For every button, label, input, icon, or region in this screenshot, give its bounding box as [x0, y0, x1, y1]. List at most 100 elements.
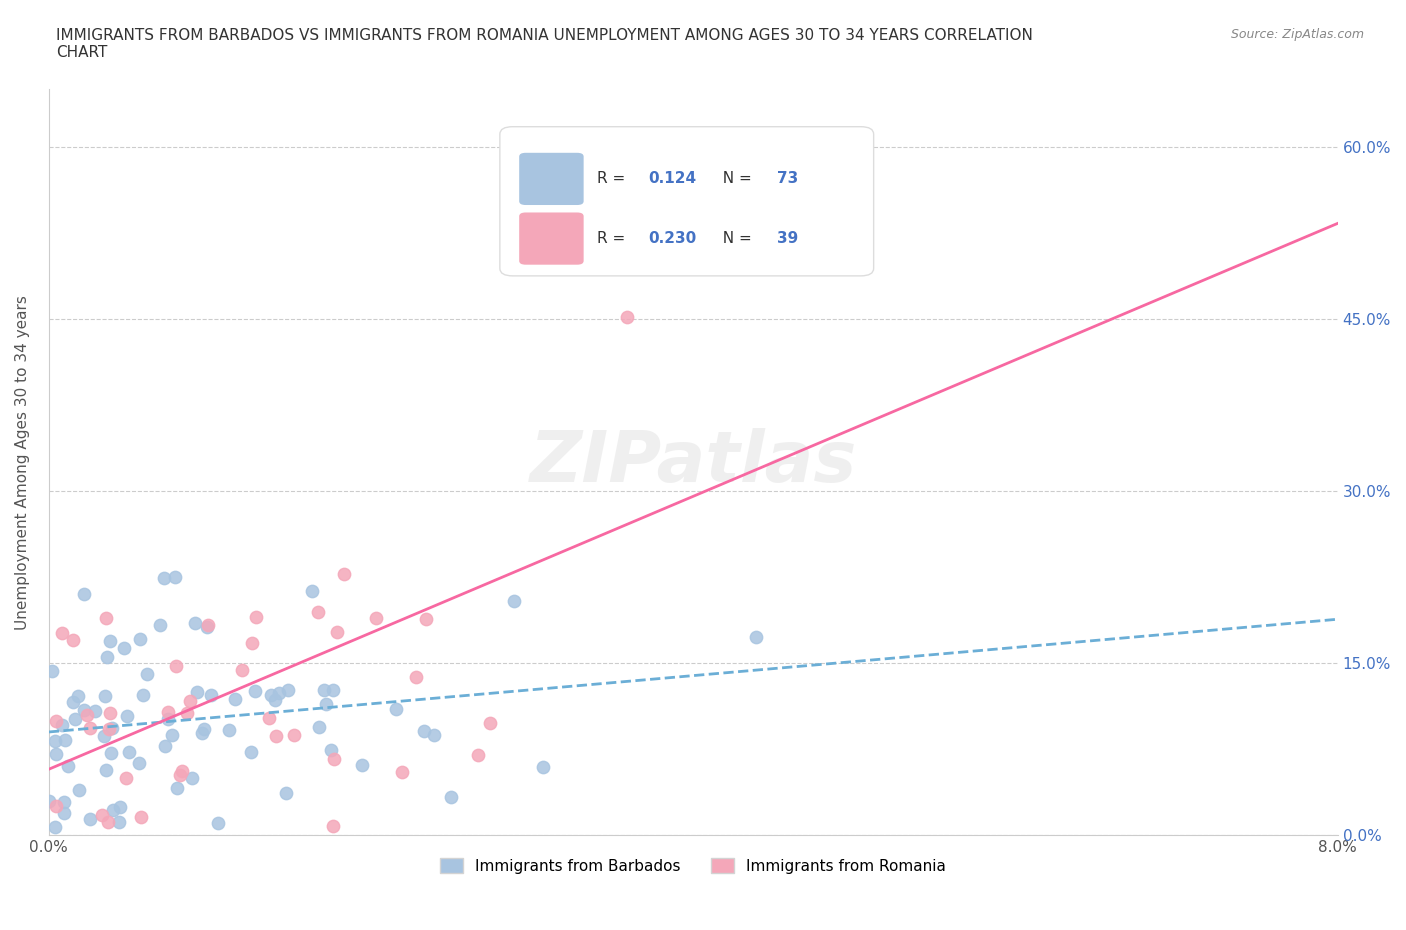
Point — [323, 751, 346, 766]
Point — [240, 635, 263, 650]
Point — [79, 812, 101, 827]
Point — [129, 809, 152, 824]
Point — [283, 727, 305, 742]
Point — [45, 798, 67, 813]
Point — [153, 570, 176, 585]
Point — [326, 624, 349, 639]
Point — [115, 770, 138, 785]
Point — [73, 587, 96, 602]
Point — [100, 746, 122, 761]
Point — [98, 706, 121, 721]
Point — [179, 693, 201, 708]
Point — [181, 771, 204, 786]
Point — [197, 618, 219, 632]
Point — [41, 664, 63, 679]
Point — [45, 747, 67, 762]
Point — [502, 593, 524, 608]
Point — [415, 611, 437, 626]
Point — [103, 803, 125, 817]
Point — [467, 748, 489, 763]
Point — [160, 728, 183, 743]
Point — [115, 709, 138, 724]
Text: 0.230: 0.230 — [648, 231, 696, 246]
Point — [101, 721, 124, 736]
Point — [391, 764, 413, 779]
Point — [66, 688, 89, 703]
Point — [195, 619, 218, 634]
Point — [94, 688, 117, 703]
Point — [616, 310, 638, 325]
Point — [97, 815, 120, 830]
Point — [53, 733, 76, 748]
FancyBboxPatch shape — [501, 126, 873, 276]
Point — [108, 800, 131, 815]
Point — [98, 722, 121, 737]
Point — [257, 711, 280, 725]
Point — [165, 658, 187, 673]
Point — [44, 819, 66, 834]
Point — [84, 704, 107, 719]
Point — [745, 630, 768, 644]
Point — [193, 722, 215, 737]
Point — [176, 705, 198, 720]
Point — [319, 743, 342, 758]
Point — [264, 693, 287, 708]
Point — [267, 685, 290, 700]
Point — [184, 616, 207, 631]
Point — [153, 738, 176, 753]
Point — [93, 729, 115, 744]
Text: Source: ZipAtlas.com: Source: ZipAtlas.com — [1230, 28, 1364, 41]
Point — [51, 626, 73, 641]
Point — [384, 701, 406, 716]
Point — [301, 583, 323, 598]
Point — [53, 805, 76, 820]
Point — [73, 702, 96, 717]
Point — [264, 728, 287, 743]
Point — [107, 814, 129, 829]
Text: N =: N = — [713, 231, 756, 246]
Point — [98, 634, 121, 649]
Point — [129, 631, 152, 646]
Point — [277, 683, 299, 698]
Point — [405, 670, 427, 684]
Point — [51, 717, 73, 732]
Point — [96, 650, 118, 665]
Point — [231, 662, 253, 677]
Point — [224, 691, 246, 706]
Point — [45, 714, 67, 729]
Point — [207, 816, 229, 830]
Y-axis label: Unemployment Among Ages 30 to 34 years: Unemployment Among Ages 30 to 34 years — [15, 295, 30, 630]
Point — [94, 611, 117, 626]
Text: 73: 73 — [778, 171, 799, 186]
Point — [76, 708, 98, 723]
Point — [118, 745, 141, 760]
Point — [478, 716, 501, 731]
Point — [135, 666, 157, 681]
Point — [112, 641, 135, 656]
Point — [245, 609, 267, 624]
Text: ZIPatlas: ZIPatlas — [530, 428, 856, 497]
Point — [62, 632, 84, 647]
Point — [307, 604, 329, 619]
Point — [239, 744, 262, 759]
Point — [52, 795, 75, 810]
Point — [553, 254, 575, 269]
Text: N =: N = — [713, 171, 756, 186]
Point — [128, 756, 150, 771]
FancyBboxPatch shape — [519, 212, 583, 265]
Legend: Immigrants from Barbados, Immigrants from Romania: Immigrants from Barbados, Immigrants fro… — [434, 852, 952, 880]
Text: 0.124: 0.124 — [648, 171, 696, 186]
Text: 39: 39 — [778, 231, 799, 246]
Point — [149, 618, 172, 632]
Point — [67, 783, 90, 798]
Point — [63, 711, 86, 726]
Point — [156, 712, 179, 727]
Point — [163, 569, 186, 584]
Point — [90, 807, 112, 822]
Point — [315, 697, 337, 711]
Point — [350, 757, 373, 772]
Point — [260, 688, 283, 703]
Point — [58, 759, 80, 774]
Point — [364, 611, 387, 626]
Point — [186, 684, 208, 699]
